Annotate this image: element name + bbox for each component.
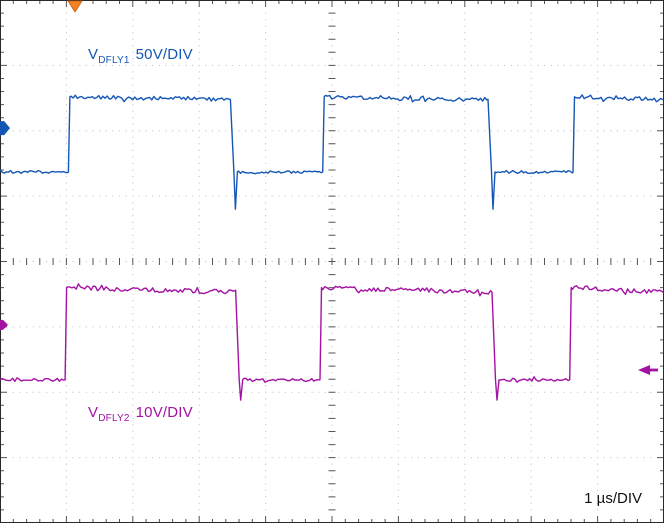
waveform-v_dfly1: [0, 94, 664, 210]
ch2-scale: 10V/DIV: [135, 404, 193, 421]
ch1-position-marker-icon: [0, 121, 10, 136]
ch1-name: VDFLY1: [88, 46, 130, 66]
waveform-v_dfly2: [0, 283, 664, 401]
ch1-label: VDFLY1 50V/DIV: [88, 46, 193, 66]
ch2-position-marker-icon: [0, 319, 8, 330]
ch2-level-marker-tail: [650, 368, 658, 372]
ch2-name: VDFLY2: [88, 404, 130, 424]
ch2-level-marker-icon: [638, 365, 650, 375]
timebase-label: 1 µs/DIV: [584, 490, 642, 507]
ch1-scale: 50V/DIV: [135, 46, 193, 63]
ch2-label: VDFLY2 10V/DIV: [88, 404, 193, 424]
trigger-marker-icon: [67, 0, 83, 13]
